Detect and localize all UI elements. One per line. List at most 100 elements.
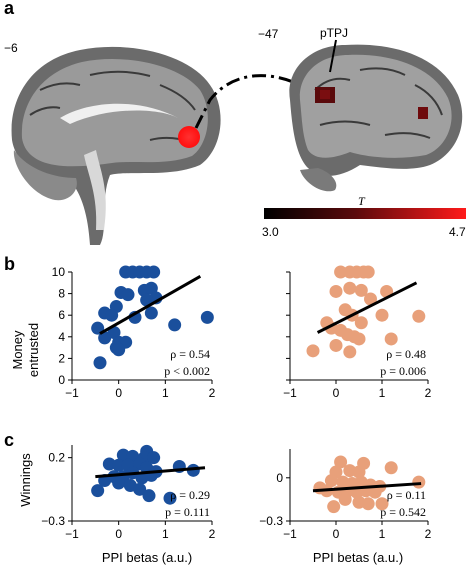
data-point [112, 458, 126, 472]
scatter-c-left: −1 0 1 2 −0.3 0.2 ρ = 0.29 p = 0.111 [41, 444, 216, 541]
data-point [200, 310, 214, 324]
x-tick-label: −1 [65, 527, 79, 541]
y-tick-label: −0.3 [259, 514, 283, 528]
data-point [93, 356, 107, 370]
data-point [343, 281, 357, 295]
panel-b-letter: b [4, 254, 15, 274]
data-point [306, 344, 320, 358]
y-tick-label: 6 [58, 308, 65, 322]
x-tick-label: 1 [162, 386, 169, 400]
data-point [112, 343, 126, 357]
data-point [329, 284, 343, 298]
data-point [384, 461, 398, 475]
data-point [112, 476, 126, 490]
y-tick-label: 4 [58, 330, 65, 344]
colorbar [264, 208, 466, 219]
regression-line [99, 275, 202, 335]
data-point [98, 331, 112, 345]
panel-c-letter: c [4, 430, 14, 450]
data-point [352, 332, 366, 346]
data-point [144, 281, 158, 295]
y-tick-label: 8 [58, 287, 65, 301]
regression-line [312, 482, 422, 493]
data-point [352, 465, 366, 479]
p-value-annotation: p = 0.111 [165, 505, 210, 519]
rho-annotation: ρ = 0.54 [170, 347, 210, 361]
y-tick-label: 0 [276, 471, 283, 485]
colorbar-min-label: 3.0 [262, 225, 279, 239]
right-slice-label: −47 [258, 27, 279, 41]
p-value-annotation: p < 0.002 [164, 364, 210, 378]
y-tick-label: −0.3 [41, 514, 65, 528]
x-tick-label: 0 [333, 527, 340, 541]
data-point [375, 308, 389, 322]
p-value-annotation: p = 0.542 [380, 505, 426, 519]
x-tick-label: 1 [379, 386, 386, 400]
lateral-brain-image [289, 44, 463, 192]
data-point [361, 265, 375, 279]
data-point [140, 293, 154, 307]
rho-annotation: ρ = 0.29 [170, 488, 210, 502]
scatter-b-right: −1 0 1 2 ρ = 0.48 p = 0.006 [283, 265, 432, 400]
data-point [163, 491, 177, 505]
y-tick-label: 0 [58, 373, 65, 387]
panel-c-ylabel: Winnings [18, 453, 33, 507]
x-tick-label: 1 [379, 527, 386, 541]
secondary-cluster [418, 107, 428, 119]
colorbar-title: T [358, 194, 366, 208]
panel-b-ylabel-line1: Money [10, 330, 25, 370]
colorbar-max-label: 4.7 [449, 225, 466, 239]
x-tick-label: 0 [115, 527, 122, 541]
seed-region-blob [178, 126, 200, 148]
x-tick-label: 2 [425, 386, 432, 400]
data-point [354, 316, 368, 330]
regression-line [95, 466, 206, 479]
rho-annotation: ρ = 0.11 [387, 488, 426, 502]
data-point [327, 500, 341, 514]
data-point [121, 288, 135, 302]
data-point [343, 345, 357, 359]
data-point [329, 338, 343, 352]
xlabel-right: PPI betas (a.u.) [313, 550, 403, 565]
data-point [412, 475, 426, 489]
y-tick-label: 10 [52, 265, 66, 279]
data-point [334, 455, 348, 469]
x-tick-label: −1 [283, 527, 297, 541]
data-point [105, 308, 119, 322]
data-point [133, 482, 147, 496]
left-slice-label: −6 [4, 41, 18, 55]
data-point [412, 309, 426, 323]
data-point [364, 292, 377, 306]
p-value-annotation: p = 0.006 [380, 364, 426, 378]
y-tick-label: 0.2 [48, 451, 65, 465]
x-tick-label: 2 [209, 527, 216, 541]
data-point [147, 265, 161, 279]
x-tick-label: −1 [65, 386, 79, 400]
ptpj-pointer [329, 39, 337, 73]
panel-b-ylabel-line2: entrusted [26, 323, 41, 377]
data-point [334, 265, 348, 279]
x-tick-label: 0 [333, 386, 340, 400]
data-point [142, 489, 156, 503]
data-point [384, 332, 398, 346]
x-tick-label: −1 [283, 386, 297, 400]
data-point [361, 497, 375, 511]
x-tick-label: 0 [115, 386, 122, 400]
data-point [375, 497, 389, 511]
x-tick-label: 2 [209, 386, 216, 400]
scatter-c-right: −1 0 1 2 −0.3 0 ρ = 0.11 p = 0.542 [259, 449, 432, 541]
data-point [324, 474, 338, 488]
data-point [168, 318, 182, 332]
y-tick-label: 2 [58, 351, 65, 365]
data-point [368, 485, 382, 499]
x-tick-label: 2 [425, 527, 432, 541]
data-point [144, 306, 158, 320]
x-tick-label: 1 [162, 527, 169, 541]
sagittal-brain-image [11, 46, 221, 245]
regression-line [316, 281, 418, 334]
data-point [91, 484, 105, 498]
panel-a-letter: a [4, 0, 15, 18]
xlabel-left: PPI betas (a.u.) [102, 550, 192, 565]
